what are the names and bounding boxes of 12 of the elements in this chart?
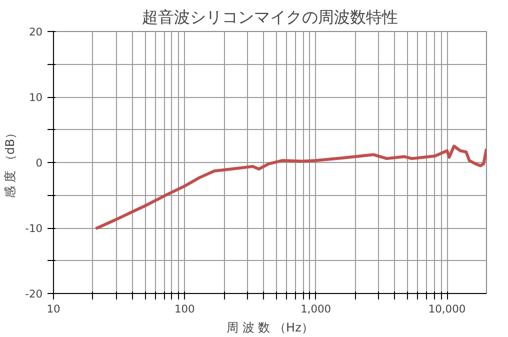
x-axis-title: 周 波 数 （Hz）	[226, 320, 314, 334]
chart-title: 超音波シリコンマイクの周波数特性	[142, 8, 398, 26]
x-tick-label: 10,000	[428, 302, 466, 316]
y-tick-label: 20	[28, 26, 43, 38]
y-tick-label: 10	[28, 91, 43, 104]
x-tick-label: 1,000	[300, 302, 332, 316]
y-tick-label: -20	[25, 288, 43, 300]
y-tick-label: -10	[25, 222, 43, 235]
x-tick-label: 10	[46, 302, 60, 316]
x-tick-label: 100	[174, 302, 196, 316]
y-tick-label: 0	[36, 156, 43, 170]
y-axis-title: 感 度 （dB）	[3, 126, 18, 198]
